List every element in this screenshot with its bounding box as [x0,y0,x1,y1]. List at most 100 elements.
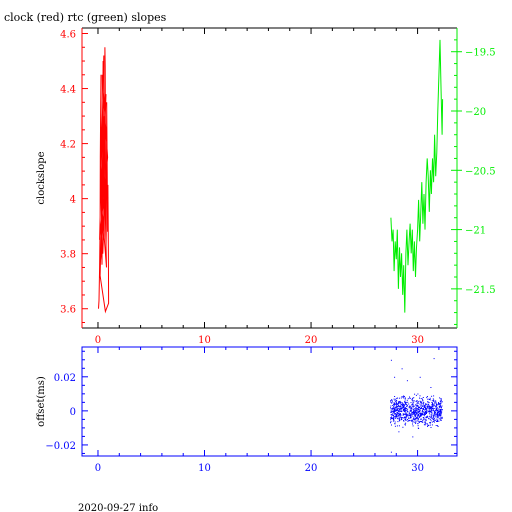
offset-point [441,409,443,411]
offset-point [408,420,410,422]
offset-point [420,398,422,399]
offset-point [439,415,441,417]
offset-point [436,409,437,411]
offset-point [411,399,413,401]
offset-point [415,417,417,419]
offset-point [412,397,414,399]
offset-point [421,418,422,420]
offset-point [399,401,401,403]
rtc-slope-series [390,39,444,313]
offset-point [416,409,418,411]
offset-point [409,413,411,415]
offset-point [422,406,424,407]
top-x-tick-label: 10 [198,335,211,346]
offset-point [424,404,426,406]
offset-point [417,411,419,413]
offset-point [403,407,405,409]
offset-point [426,415,428,417]
offset-point [419,409,421,411]
offset-point [391,411,392,413]
offset-point [429,406,431,408]
offset-point [437,415,439,417]
offset-point [428,402,430,404]
offset-point [426,409,428,411]
offset-point [398,402,400,404]
offset-point [397,413,399,415]
offset-point [432,414,434,416]
offset-point [430,409,432,411]
offset-point [390,411,392,413]
offset-point [439,404,441,406]
offset-point [396,410,398,411]
offset-point [390,419,392,421]
chart-title: clock (red) rtc (green) slopes [4,11,167,24]
offset-point [423,401,425,403]
offset-point [429,416,431,418]
offset-point [401,417,403,418]
offset-point [429,399,430,400]
offset-point [440,413,442,415]
offset-point [395,416,396,418]
offset-point [400,417,402,419]
offset-point [411,414,413,416]
offset-point [435,416,437,418]
offset-point [431,406,433,408]
offset-point [398,416,400,418]
offset-point [432,405,434,407]
offset-point [412,420,414,422]
offset-point [440,406,442,408]
offset-point [403,396,405,398]
offset-point [433,416,435,418]
offset-point [429,411,431,413]
offset-point [400,401,402,403]
offset-point [394,425,396,427]
offset-point [404,416,406,418]
offset-point [393,418,394,420]
offset-point [395,402,397,404]
top-left-y-tick-label: 4.4 [60,85,76,96]
bottom-y-axis-label: offset(ms) [36,376,47,427]
offset-point [423,415,425,417]
offset-point [409,420,410,422]
offset-point [433,414,435,416]
offset-point [429,415,431,417]
offset-point [397,412,399,414]
offset-point [429,399,431,401]
offset-point [417,410,419,412]
offset-point [404,419,406,421]
offset-point [426,396,428,397]
offset-point [427,398,429,400]
offset-point [435,425,437,426]
offset-point [391,399,393,401]
offset-point [433,400,434,402]
offset-point [398,401,399,403]
offset-point [411,420,413,422]
offset-point [432,404,434,406]
offset-point [416,412,417,414]
bottom-x-tick-label: 20 [305,463,318,474]
offset-point [436,415,438,417]
offset-point [395,403,397,404]
offset-point [399,413,401,415]
offset-point [392,411,394,413]
offset-point [415,394,417,396]
offset-point [426,408,428,410]
offset-point [437,425,438,427]
offset-point [396,425,398,427]
offset-point [395,416,397,418]
offset-point [390,417,391,419]
offset-point [438,414,440,415]
offset-point [394,407,396,409]
offset-point [440,411,442,413]
offset-point [398,409,400,411]
offset-point [421,403,423,405]
offset-point [403,397,405,399]
offset-point [396,411,398,413]
offset-point [429,422,431,424]
offset-point [405,422,407,424]
offset-point [432,403,434,405]
offset-point [411,413,413,415]
offset-point [431,400,433,402]
offset-point [413,411,415,413]
offset-point [417,411,419,413]
